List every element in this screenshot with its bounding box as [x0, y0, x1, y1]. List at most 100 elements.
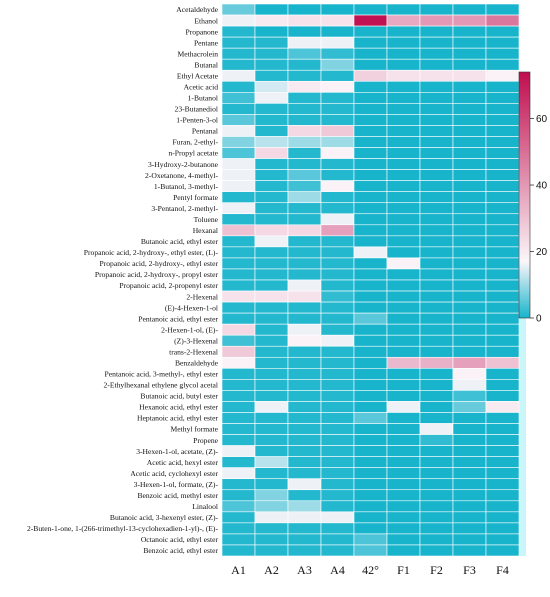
heatmap-cell — [287, 80, 322, 93]
heatmap-cell — [386, 103, 421, 115]
colorbar-gradient — [518, 71, 531, 319]
heatmap-cell — [419, 522, 454, 535]
heatmap-cell — [386, 224, 421, 237]
heatmap-cell — [353, 3, 388, 16]
heatmap-cell — [419, 456, 454, 468]
heatmap-cell — [254, 103, 289, 115]
heatmap-cell — [221, 279, 256, 292]
heatmap-cell — [320, 169, 355, 181]
heatmap-cell — [353, 345, 388, 358]
heatmap-cell — [386, 489, 421, 502]
heatmap-cell — [254, 125, 289, 137]
heatmap-cell — [254, 511, 289, 524]
heatmap-cell — [320, 500, 355, 513]
heatmap-cell — [419, 412, 454, 424]
heatmap-cell — [485, 14, 520, 27]
heatmap-cell — [254, 268, 289, 281]
heatmap-cell — [221, 268, 256, 281]
row-label: Pentane — [194, 38, 219, 47]
heatmap-cell — [254, 544, 289, 557]
heatmap-cell — [452, 80, 487, 93]
heatmap-cell — [221, 456, 256, 468]
heatmap-cell — [221, 301, 256, 314]
heatmap-cell — [419, 345, 454, 358]
heatmap-cell — [353, 412, 388, 424]
heatmap-cell — [254, 478, 289, 491]
heatmap-cell — [386, 312, 421, 325]
heatmap-cell — [452, 379, 487, 391]
heatmap-cell — [485, 25, 520, 38]
heatmap-cell — [452, 224, 487, 237]
heatmap-cell — [452, 345, 487, 358]
heatmap-cell — [254, 533, 289, 546]
row-label: Propanoic acid, 2-hydroxy-, ethyl ester — [99, 259, 218, 268]
heatmap-cell — [353, 279, 388, 292]
heatmap-cell — [452, 180, 487, 192]
heatmap-cell — [485, 92, 520, 104]
row-label: Acetaldehyde — [176, 5, 218, 14]
heatmap-cell — [485, 544, 520, 557]
heatmap-cell — [287, 3, 322, 16]
row-label: 2-Buten-1-one, 1-(266-trimethyl-13-cyclo… — [27, 524, 219, 533]
column-label: F3 — [463, 563, 476, 577]
heatmap-cell — [452, 279, 487, 292]
heatmap-cell — [287, 522, 322, 535]
heatmap-cell — [353, 136, 388, 148]
heatmap-cell — [419, 478, 454, 491]
heatmap-cell — [254, 180, 289, 192]
heatmap-cell — [287, 136, 322, 148]
heatmap-cell — [353, 456, 388, 468]
heatmap-cell — [485, 202, 520, 215]
heatmap-cell — [386, 47, 421, 60]
heatmap-cell — [485, 80, 520, 93]
heatmap-cell — [353, 14, 388, 27]
heatmap-cell — [485, 511, 520, 524]
heatmap-cell — [353, 489, 388, 502]
heatmap-cell — [485, 290, 520, 303]
heatmap-cell — [353, 36, 388, 49]
heatmap-cell — [452, 169, 487, 181]
row-label: Benzoic acid, methyl ester — [137, 491, 218, 500]
heatmap-cell — [353, 69, 388, 82]
heatmap-cell — [287, 312, 322, 325]
heatmap-cell — [452, 312, 487, 325]
heatmap-cell — [254, 423, 289, 435]
heatmap-cell — [419, 379, 454, 391]
row-label: Propene — [193, 436, 219, 445]
heatmap-cell — [221, 478, 256, 491]
column-label: F1 — [397, 563, 410, 577]
heatmap-cell — [386, 412, 421, 424]
heatmap-cell — [287, 478, 322, 491]
heatmap-cell — [221, 191, 256, 204]
heatmap-cell — [485, 158, 520, 170]
heatmap-cell — [419, 147, 454, 159]
heatmap-cell — [320, 489, 355, 502]
heatmap-cell — [287, 356, 322, 369]
heatmap-cell — [287, 544, 322, 557]
heatmap-cell — [287, 379, 322, 391]
heatmap-cell — [353, 312, 388, 325]
heatmap-cell — [452, 467, 487, 480]
heatmap-cell — [320, 147, 355, 159]
heatmap-cell — [320, 268, 355, 281]
heatmap-cell — [452, 323, 487, 336]
heatmap-cell — [353, 125, 388, 137]
heatmap-cell — [485, 169, 520, 181]
row-label: Butanoic acid, butyl ester — [140, 392, 218, 401]
heatmap-cell — [386, 246, 421, 259]
heatmap-cell — [254, 191, 289, 204]
column-label: 42° — [362, 563, 379, 577]
heatmap-cell — [254, 80, 289, 93]
heatmap-cell — [386, 301, 421, 314]
heatmap-cell — [485, 301, 520, 314]
heatmap-cell — [353, 445, 388, 457]
heatmap-cell — [485, 3, 520, 16]
heatmap-cell — [419, 401, 454, 413]
heatmap-cell — [287, 25, 322, 38]
heatmap-cell — [485, 500, 520, 513]
heatmap-cell — [386, 500, 421, 513]
heatmap-cell — [221, 235, 256, 248]
row-label: (E)-4-Hexen-1-ol — [165, 303, 218, 312]
column-label: A3 — [297, 563, 312, 577]
